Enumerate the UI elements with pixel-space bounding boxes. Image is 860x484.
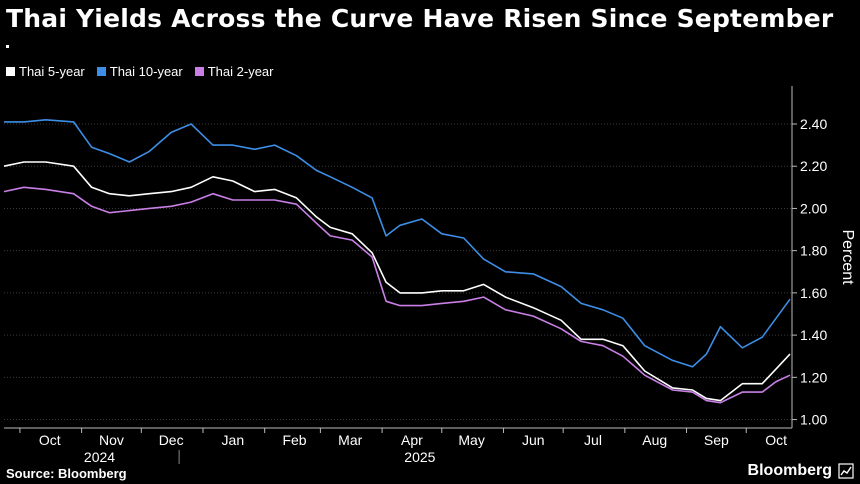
y-axis-label: Percent — [839, 229, 856, 285]
series-line-thai-2-year — [3, 186, 791, 404]
x-tick-label: Jan — [222, 432, 245, 448]
series-line-thai-5-year — [3, 161, 791, 402]
chart-title: Thai Yields Across the Curve Have Risen … — [6, 4, 834, 33]
legend-swatch-5y — [6, 67, 15, 76]
x-tick-label: Oct — [39, 432, 61, 448]
x-tick-label: Nov — [99, 432, 124, 448]
y-tick-label: 2.40 — [800, 116, 827, 132]
legend-item-10y: Thai 10-year — [96, 64, 183, 79]
series-lines — [3, 119, 791, 404]
axes: 1.00 1.20 1.40 1.60 1.80 2.00 2.20 2.40 Percent O… — [4, 86, 856, 465]
legend-label-10y: Thai 10-year — [109, 64, 183, 79]
x-tick-label: Feb — [282, 432, 306, 448]
y-tick-label: 2.20 — [800, 158, 827, 174]
bloomberg-chart-icon — [838, 463, 854, 479]
gridlines — [4, 123, 792, 421]
x-tick-label: Oct — [765, 432, 787, 448]
x-tick-label: Jun — [522, 432, 545, 448]
legend-label-5y: Thai 5-year — [19, 64, 85, 79]
y-tick-label: 1.60 — [800, 285, 827, 301]
x-tick-label: Aug — [642, 432, 667, 448]
series-line-thai-10-year — [4, 119, 791, 368]
legend-label-2y: Thai 2-year — [207, 64, 274, 79]
y-tick-label: 1.00 — [800, 412, 827, 428]
title-dot-mark — [6, 45, 9, 48]
x-tick-label: Dec — [159, 432, 184, 448]
source-note: Source: Bloomberg — [6, 466, 127, 481]
x-tick-label: Mar — [338, 432, 362, 448]
x-tick-label: Sep — [704, 432, 729, 448]
year-label: 2024 — [84, 449, 115, 465]
year-label: 2025 — [404, 449, 435, 465]
legend-swatch-2y — [194, 67, 204, 76]
legend-swatch-10y — [96, 67, 106, 76]
y-tick-label: 1.20 — [800, 369, 827, 385]
x-tick-label: May — [458, 432, 484, 448]
legend-item-2y: Thai 2-year — [194, 64, 274, 79]
legend-item-5y: Thai 5-year — [6, 64, 85, 79]
chart-legend: Thai 5-year Thai 10-year Thai 2-year — [6, 64, 273, 79]
x-tick-label: Jul — [584, 432, 602, 448]
y-tick-label: 2.00 — [800, 200, 827, 216]
bloomberg-logo: Bloomberg — [747, 462, 832, 479]
y-tick-label: 1.40 — [800, 327, 827, 343]
x-tick-label: Apr — [401, 432, 423, 448]
y-tick-label: 1.80 — [800, 243, 827, 259]
